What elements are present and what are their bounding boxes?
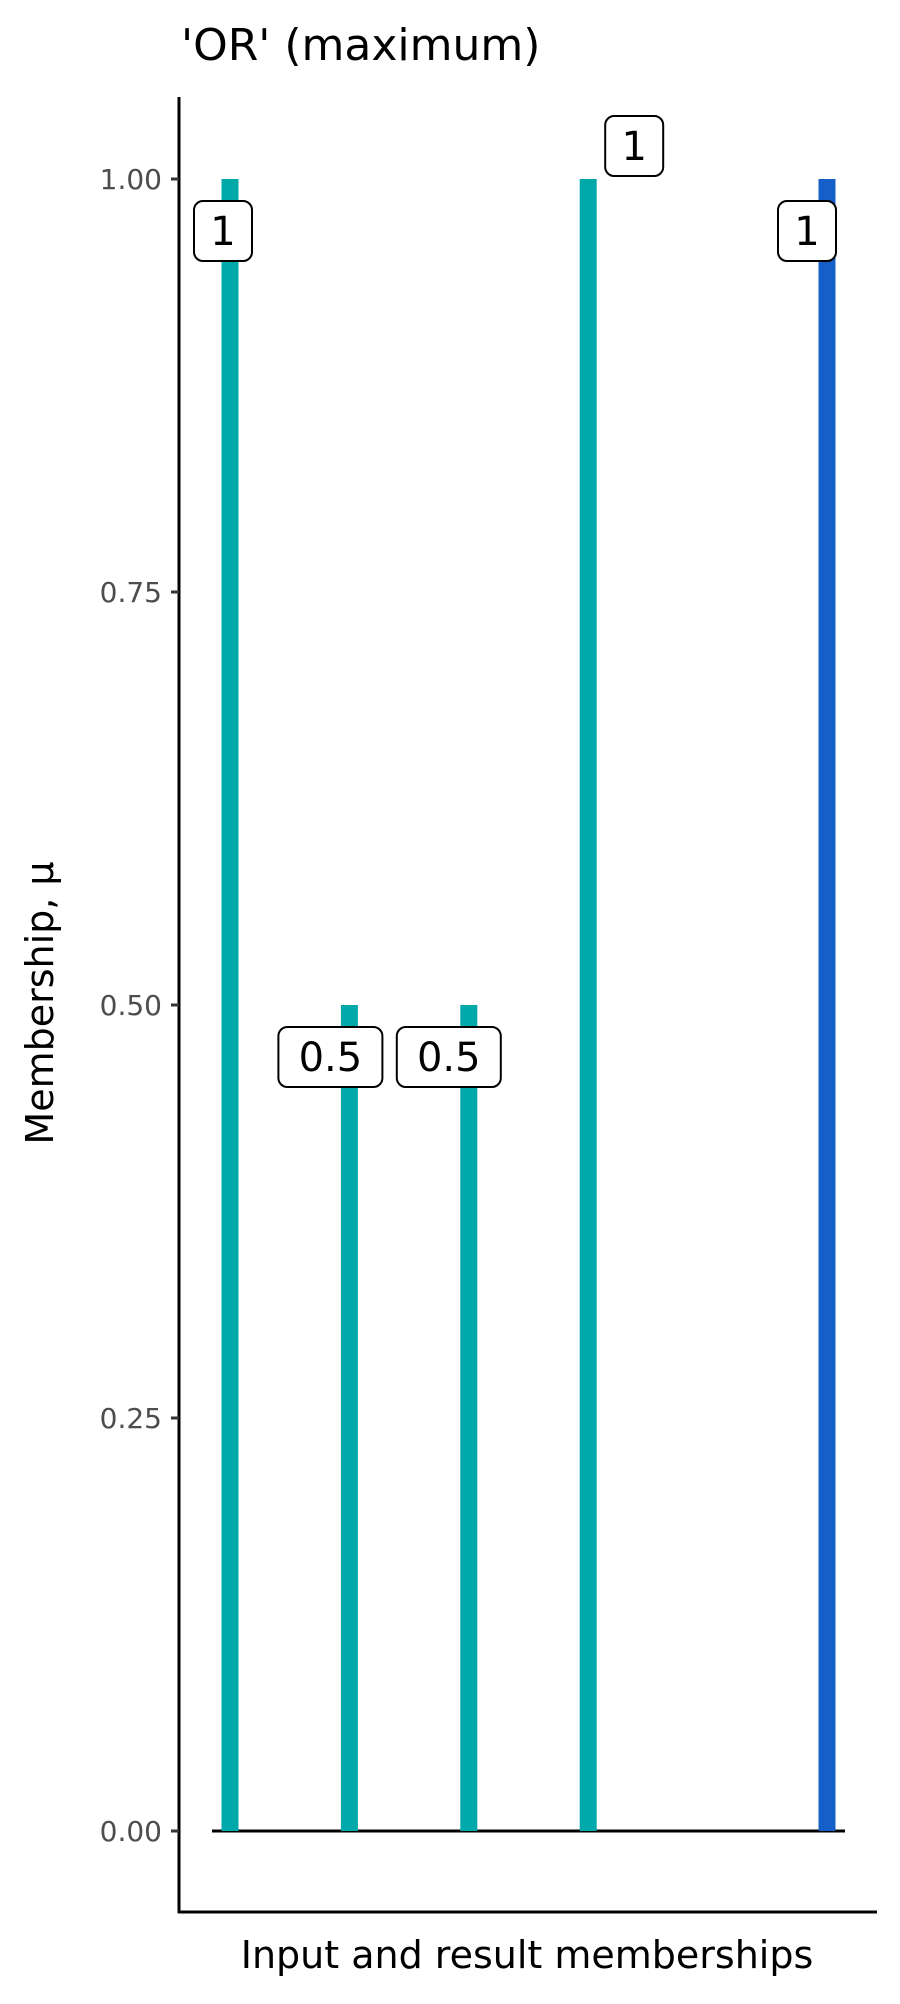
y-tick-label: 1.00 bbox=[100, 163, 162, 196]
data-label: 1 bbox=[777, 200, 837, 262]
data-label: 1 bbox=[193, 200, 253, 262]
bar bbox=[221, 179, 239, 1831]
data-label-text: 1 bbox=[210, 209, 235, 255]
bar bbox=[340, 1005, 358, 1831]
data-label-box bbox=[193, 200, 253, 262]
data-label-text: 0.5 bbox=[299, 1035, 363, 1081]
bar bbox=[460, 1005, 478, 1831]
y-tick-label: 0.75 bbox=[100, 576, 162, 609]
data-label-text: 0.5 bbox=[417, 1035, 481, 1081]
data-label-box bbox=[277, 1026, 384, 1088]
data-label-text: 1 bbox=[621, 124, 646, 170]
data-label-box bbox=[395, 1026, 502, 1088]
y-tick-label: 0.00 bbox=[100, 1815, 162, 1848]
y-tick-label: 0.25 bbox=[100, 1402, 162, 1435]
data-label-box bbox=[777, 200, 837, 262]
y-axis-title: Membership, μ bbox=[18, 861, 62, 1144]
bar bbox=[818, 179, 836, 1831]
data-label-text: 1 bbox=[794, 209, 819, 255]
x-axis-title: Input and result memberships bbox=[241, 1933, 814, 1977]
chart-title: 'OR' (maximum) bbox=[181, 20, 540, 71]
bar bbox=[579, 179, 597, 1831]
data-label: 0.5 bbox=[395, 1026, 502, 1088]
data-label: 0.5 bbox=[277, 1026, 384, 1088]
y-tick-label: 0.50 bbox=[100, 989, 162, 1022]
data-label-box bbox=[604, 115, 665, 177]
data-label: 1 bbox=[604, 115, 665, 177]
